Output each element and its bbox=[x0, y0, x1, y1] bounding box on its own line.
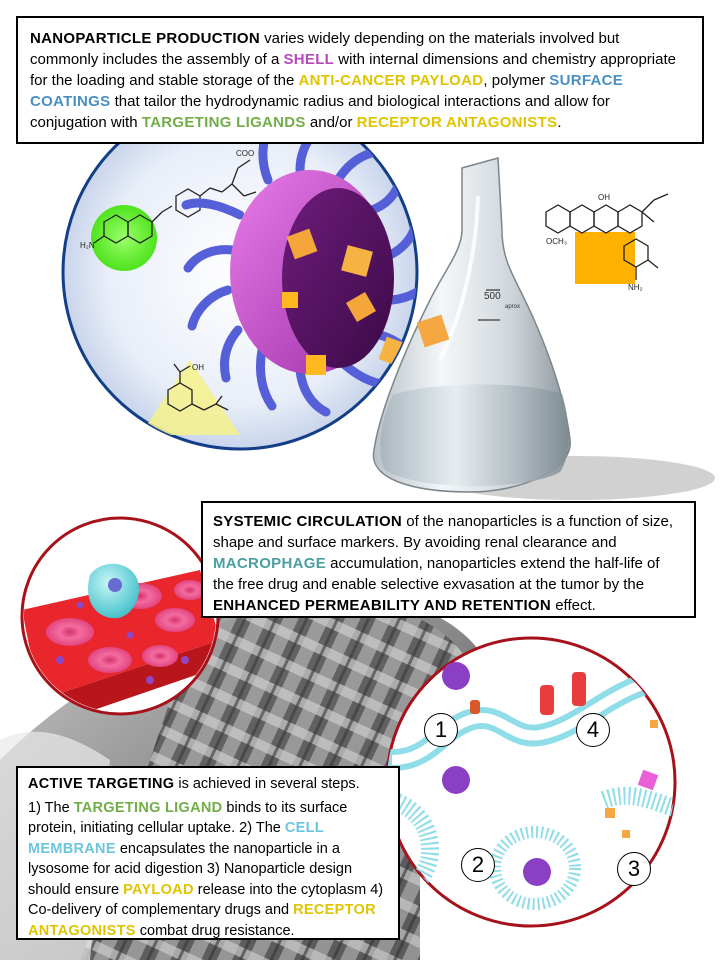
active-targeting-steps: 1) The TARGETING LIGAND binds to its sur… bbox=[28, 798, 388, 942]
doxorubicin-hydroxyl-label: OH bbox=[598, 193, 610, 202]
targeting-text-1: is achieved in several steps. bbox=[174, 776, 360, 792]
keyword-shell: SHELL bbox=[283, 51, 335, 68]
circulation-text-3: effect. bbox=[551, 597, 596, 614]
keyword-active-targeting: ACTIVE TARGETING bbox=[28, 776, 175, 792]
production-text-2: with internal dimensions and chemistry a… bbox=[30, 51, 676, 89]
targeting-text-4: encapsulates the nanoparticle in a lysos… bbox=[28, 840, 353, 898]
blood-vessel-scene bbox=[24, 563, 216, 712]
nanoparticle-interior bbox=[282, 188, 394, 368]
keyword-receptor-antagonists-2: RECEPTOR ANTAGONISTS bbox=[28, 902, 376, 939]
doxorubicin-highlight bbox=[575, 232, 635, 284]
flask-unit-label: aprox bbox=[505, 304, 520, 310]
aspirin-structure bbox=[167, 363, 229, 412]
erlenmeyer-flask bbox=[372, 157, 571, 493]
keyword-anti-cancer-payload: ANTI-CANCER PAYLOAD bbox=[298, 72, 484, 89]
keyword-targeting-ligand: TARGETING LIGAND bbox=[73, 799, 223, 816]
targeting-text-6: combat drug resistance. bbox=[135, 922, 295, 939]
aspirin-hydroxyl-label: OH bbox=[192, 363, 204, 372]
step-4-marker: 4 bbox=[576, 713, 610, 747]
step-3-marker: 3 bbox=[617, 852, 651, 886]
production-text-4: that tailor the hydrodynamic radius and … bbox=[30, 93, 610, 131]
keyword-payload: PAYLOAD bbox=[123, 881, 194, 898]
keyword-macrophage: MACROPHAGE bbox=[213, 555, 327, 572]
nanoparticle-production-box: NANOPARTICLE PRODUCTION varies widely de… bbox=[16, 16, 704, 144]
doxorubicin-methoxy-label: OCH₃ bbox=[546, 237, 567, 246]
targeting-text-3: binds to its surface protein, initiating… bbox=[28, 799, 348, 837]
keyword-receptor-antagonists: RECEPTOR ANTAGONISTS bbox=[356, 114, 558, 131]
circulation-text-1: of the nanoparticles is a function of si… bbox=[213, 513, 674, 551]
targeting-text-2: 1) The bbox=[28, 799, 74, 816]
active-targeting-intro: ACTIVE TARGETING is achieved in several … bbox=[28, 774, 388, 795]
keyword-cell-membrane: CELL MEMBRANE bbox=[28, 820, 324, 857]
folate-amine-label: H₂N bbox=[80, 241, 95, 250]
payload-cubes bbox=[282, 228, 410, 375]
keyword-nanoparticle-production: NANOPARTICLE PRODUCTION bbox=[30, 30, 260, 47]
production-text-3: , polymer bbox=[483, 72, 550, 89]
doxorubicin-structure bbox=[545, 193, 669, 280]
production-text-5: and/or bbox=[305, 114, 357, 131]
production-text-1: varies widely depending on the materials… bbox=[30, 30, 620, 68]
keyword-surface-coatings: SURFACE COATINGS bbox=[30, 72, 624, 110]
keyword-epr: ENHANCED PERMEABILITY AND RETENTION bbox=[213, 597, 552, 614]
production-text-6: . bbox=[557, 114, 562, 131]
circulation-text-2: accumulation, nanoparticles extend the h… bbox=[213, 555, 660, 593]
active-targeting-box: ACTIVE TARGETING is achieved in several … bbox=[16, 766, 400, 940]
folate-carboxylate-label: COO bbox=[236, 149, 254, 158]
step-2-marker: 2 bbox=[461, 848, 495, 882]
folate-structure bbox=[93, 159, 257, 244]
step-1-marker: 1 bbox=[424, 713, 458, 747]
flask-volume-label: 500 bbox=[484, 291, 501, 302]
doxorubicin-amine-label: NH₂ bbox=[628, 283, 643, 292]
payload-cube-escaping bbox=[416, 314, 450, 348]
keyword-systemic-circulation: SYSTEMIC CIRCULATION bbox=[213, 513, 403, 530]
keyword-targeting-ligands: TARGETING LIGANDS bbox=[141, 114, 306, 131]
systemic-circulation-box: SYSTEMIC CIRCULATION of the nanoparticle… bbox=[201, 501, 696, 618]
aspirin-highlight bbox=[140, 360, 240, 435]
targeting-text-5: release into the cytoplasm 4) Co-deliver… bbox=[28, 881, 384, 919]
